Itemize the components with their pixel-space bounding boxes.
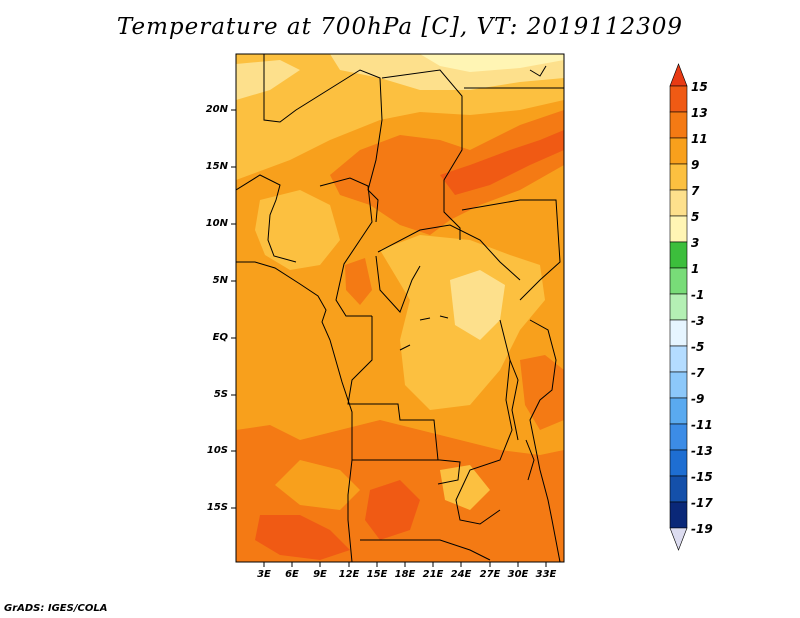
lon-label-24e: 24E (450, 569, 472, 580)
colorbar-label: -9 (691, 392, 705, 406)
border-car (377, 224, 521, 281)
field-region-south-hot (365, 480, 420, 540)
colorbar-label: 9 (691, 158, 700, 172)
colorbar-swatch (669, 345, 688, 373)
colorbar-arrow-top (669, 63, 688, 87)
lat-label-15n: 15N (205, 161, 228, 172)
colorbar-swatch (669, 501, 688, 529)
chart-title: Temperature at 700hPa [C], VT: 201911230… (116, 14, 684, 40)
lon-label-21e: 21E (422, 569, 444, 580)
colorbar-swatch (669, 397, 688, 425)
lat-label-5s: 5S (213, 389, 228, 400)
field-region-north-coolest (420, 54, 564, 72)
colorbar-swatch (669, 163, 688, 191)
colorbar-label: 15 (691, 80, 708, 94)
lon-label-15e: 15E (366, 569, 388, 580)
colorbar-swatch (669, 449, 688, 477)
colorbar-swatch (669, 111, 688, 139)
lon-label-6e: 6E (285, 569, 299, 580)
colorbar-swatch (669, 267, 688, 295)
border-lakes (455, 319, 513, 525)
colorbar (669, 63, 688, 551)
field-region-northwest-cool (236, 60, 300, 100)
field-region-sahel-hot (440, 130, 564, 195)
colorbar-swatch (669, 241, 688, 269)
field-region-southwest-hot (255, 515, 350, 560)
field-region-west-cool (255, 190, 340, 270)
colorbar-swatch (669, 475, 688, 503)
field-region-south-cool (440, 465, 490, 510)
border-car-south (375, 255, 421, 313)
colorbar-label: 1 (691, 262, 700, 276)
colorbar-label: 7 (691, 184, 700, 198)
border-namibia (360, 539, 491, 561)
field-region-sahel-warm (330, 110, 564, 235)
colorbar-label: -19 (691, 522, 713, 536)
rivers-congo (399, 315, 449, 351)
colorbar-swatch (669, 189, 688, 217)
lon-label-9e: 9E (313, 569, 327, 580)
colorbar-label: -11 (691, 418, 713, 432)
colorbar-swatch (669, 85, 688, 113)
colorbar-label: 13 (691, 106, 708, 120)
colorbar-arrow-bottom (669, 527, 688, 551)
coast-northeast (529, 65, 547, 77)
colorbar-label: 3 (691, 236, 700, 250)
lat-label-15s: 15S (206, 502, 228, 513)
colorbar-label: 11 (691, 132, 708, 146)
border-niger (263, 54, 383, 223)
colorbar-swatch (669, 319, 688, 347)
lat-label-5n: 5N (212, 275, 228, 286)
lon-label-3e: 3E (257, 569, 271, 580)
colorbar-label: -3 (691, 314, 705, 328)
lat-label-20n: 20N (205, 104, 228, 115)
coastline-west (236, 261, 353, 562)
lon-label-33e: 33E (535, 569, 557, 580)
border-nigeria (236, 174, 297, 263)
lake-tanganyika (509, 359, 519, 441)
lat-label-10n: 10N (205, 218, 228, 229)
colorbar-swatch (669, 215, 688, 243)
lake-malawi (525, 439, 535, 481)
border-east (529, 319, 561, 562)
lat-label-eq: EQ (212, 332, 228, 343)
temperature-field (236, 54, 564, 562)
lat-ticks (231, 109, 236, 509)
lat-label-10s: 10S (206, 445, 228, 456)
colorbar-label: -17 (691, 496, 713, 510)
lon-ticks (263, 562, 547, 567)
field-region-cameroon-warm (345, 258, 372, 305)
colorbar-label: -1 (691, 288, 705, 302)
border-cameroon (319, 177, 373, 317)
colorbar-swatch (669, 293, 688, 321)
lon-label-27e: 27E (479, 569, 501, 580)
lon-label-30e: 30E (507, 569, 529, 580)
field-region-south-mid (275, 460, 360, 510)
border-angola-zambia (352, 459, 461, 485)
colorbar-swatch (669, 423, 688, 451)
colorbar-label: -15 (691, 470, 713, 484)
field-region-congo-cooler (450, 270, 505, 340)
colorbar-label: -5 (691, 340, 705, 354)
footer-credit: GrADS: IGES/COLA (4, 603, 108, 614)
colorbar-label: 5 (691, 210, 700, 224)
colorbar-label: -7 (691, 366, 705, 380)
border-congo-angola (347, 316, 439, 461)
colorbar-label: -13 (691, 444, 713, 458)
lon-label-12e: 12E (338, 569, 360, 580)
field-region-east-warm (520, 355, 564, 430)
country-borders (236, 54, 564, 562)
map-frame (235, 53, 565, 563)
lon-label-18e: 18E (394, 569, 416, 580)
border-chad-sudan (381, 69, 463, 240)
border-south-sudan (461, 199, 561, 301)
colorbar-swatch (669, 371, 688, 399)
colorbar-swatch (669, 137, 688, 165)
